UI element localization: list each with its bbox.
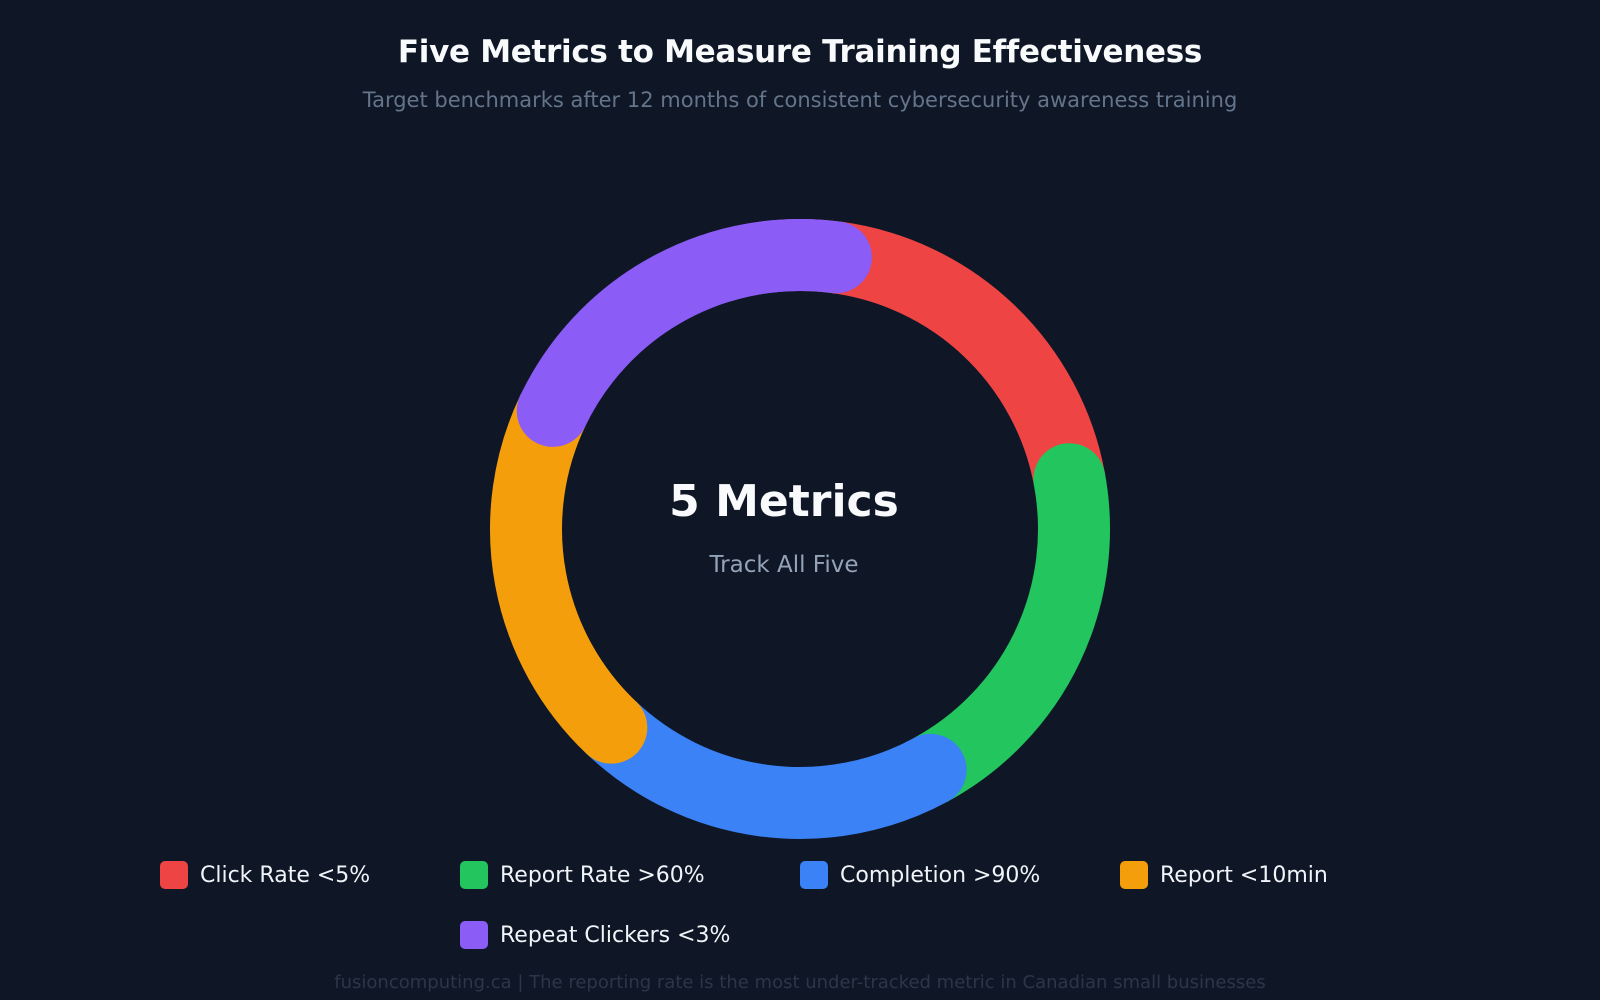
donut-segment-cap xyxy=(683,219,844,304)
legend-swatch-red xyxy=(160,861,188,889)
legend-label: Click Rate <5% xyxy=(200,862,371,888)
center-label-main: 5 Metrics xyxy=(669,476,899,527)
legend-label: Report <10min xyxy=(1160,862,1328,888)
chart-subtitle: Target benchmarks after 12 months of con… xyxy=(362,88,1238,112)
donut-segment[interactable] xyxy=(490,374,648,764)
donut-segment[interactable] xyxy=(830,221,1105,487)
legend-swatch-purple xyxy=(460,921,488,949)
center-label-sub: Track All Five xyxy=(709,552,859,578)
legend-swatch-green xyxy=(460,861,488,889)
legend-item-report-time[interactable]: Report <10min xyxy=(1120,860,1328,890)
legend-label: Completion >90% xyxy=(840,862,1041,888)
legend-swatch-blue xyxy=(800,861,828,889)
legend-label: Repeat Clickers <3% xyxy=(500,922,731,948)
chart-title: Five Metrics to Measure Training Effecti… xyxy=(397,34,1203,70)
legend-label: Report Rate >60% xyxy=(500,862,705,888)
footer-note: fusioncomputing.ca | The reporting rate … xyxy=(334,972,1266,993)
donut-segment[interactable] xyxy=(575,691,967,839)
legend-item-completion[interactable]: Completion >90% xyxy=(800,860,1040,890)
legend-item-click-rate[interactable]: Click Rate <5% xyxy=(160,860,370,890)
donut-segment[interactable] xyxy=(894,443,1110,806)
legend-item-repeat-clickers[interactable]: Repeat Clickers <3% xyxy=(460,920,730,950)
legend-swatch-orange xyxy=(1120,861,1148,889)
legend-item-report-rate[interactable]: Report Rate >60% xyxy=(460,860,705,890)
donut-segments xyxy=(490,219,1110,839)
